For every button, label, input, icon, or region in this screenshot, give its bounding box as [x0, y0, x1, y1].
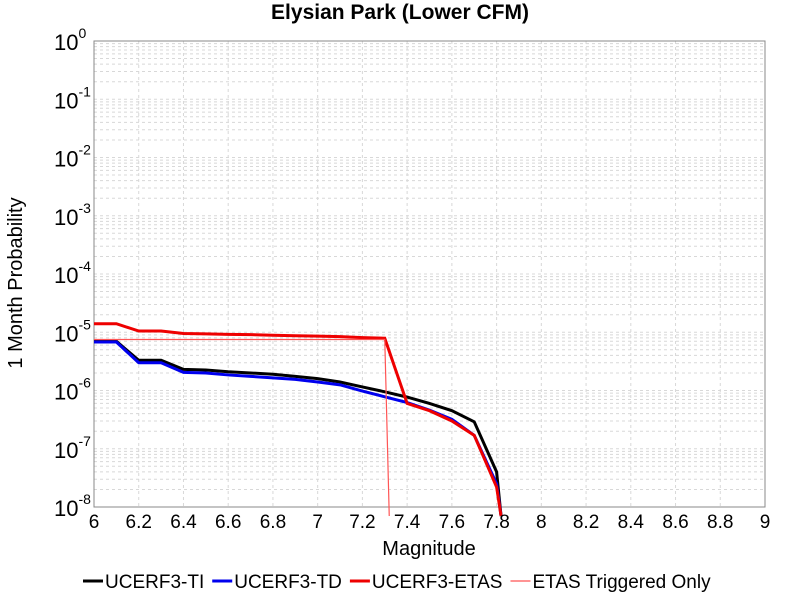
x-tick-label: 6.4 — [170, 512, 197, 533]
series-line-ucerf3-etas — [94, 322, 503, 517]
x-tick-label: 6 — [89, 512, 100, 533]
legend-label-ucerf3-ti: UCERF3-TI — [105, 572, 204, 593]
y-tick-label: 10-2 — [54, 142, 91, 172]
x-tick-label: 8.6 — [662, 512, 688, 533]
y-tick-label: 10-3 — [54, 200, 91, 230]
x-tick-label: 7.2 — [349, 512, 375, 533]
x-tick-label: 7.6 — [439, 512, 465, 533]
y-tick-labels: 100 10-1 10-2 10-3 10-4 10-5 10-6 10-7 10-8 — [54, 25, 91, 521]
x-axis-label: Magnitude — [382, 538, 475, 560]
y-tick-label: 10-5 — [54, 316, 91, 346]
legend-label-ucerf3-etas: UCERF3-ETAS — [372, 572, 503, 593]
x-tick-label: 7.4 — [394, 512, 421, 533]
y-tick-label: 10-4 — [54, 258, 91, 288]
series-lines — [94, 322, 503, 517]
grid — [94, 41, 765, 507]
x-tick-label: 8.4 — [618, 512, 645, 533]
y-tick-label: 10-1 — [54, 83, 91, 113]
legend-label-etas-triggered-only: ETAS Triggered Only — [532, 572, 711, 593]
series-line-ucerf3-ti — [94, 339, 503, 517]
plot-frame — [93, 40, 766, 508]
x-tick-label: 8.2 — [573, 512, 599, 533]
x-tick-label: 9 — [760, 512, 771, 533]
x-tick-label: 7 — [312, 512, 323, 533]
x-tick-label: 8 — [536, 512, 547, 533]
x-tick-label: 6.2 — [126, 512, 152, 533]
x-tick-label: 7.8 — [483, 512, 509, 533]
y-tick-label: 10-7 — [54, 433, 91, 463]
y-tick-label: 10-6 — [54, 375, 91, 405]
x-tick-label: 6.8 — [260, 512, 286, 533]
x-tick-labels: 6 6.2 6.4 6.6 6.8 7 7.2 7.4 7.6 7.8 8 8.2 8.4 8.6 8.8 9 — [89, 512, 771, 533]
x-tick-label: 8.8 — [707, 512, 733, 533]
chart-title: Elysian Park (Lower CFM) — [271, 1, 529, 24]
legend: UCERF3-TI UCERF3-TD UCERF3-ETAS ETAS Trigge… — [83, 572, 711, 593]
legend-label-ucerf3-td: UCERF3-TD — [234, 572, 342, 593]
series-line-etas-triggered-only — [94, 338, 390, 517]
y-tick-label: 100 — [54, 25, 86, 55]
x-tick-label: 6.6 — [215, 512, 241, 533]
y-axis-label: 1 Month Probability — [5, 197, 27, 368]
y-tick-label: 10-8 — [54, 491, 91, 521]
